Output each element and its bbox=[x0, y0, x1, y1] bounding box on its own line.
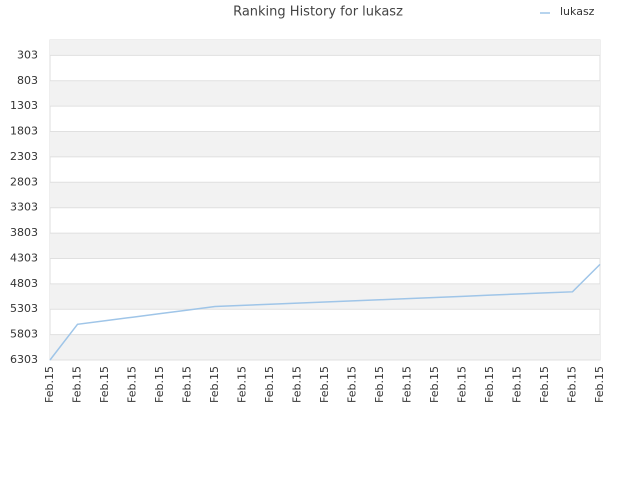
x-tick-label: Feb.15 bbox=[43, 366, 56, 403]
x-tick-label: Feb.15 bbox=[428, 366, 441, 403]
y-tick-label: 6303 bbox=[10, 353, 38, 366]
x-tick-label: Feb.15 bbox=[181, 366, 194, 403]
x-tick-label: Feb.15 bbox=[483, 366, 496, 403]
grid-band bbox=[50, 40, 600, 56]
x-tick-label: Feb.15 bbox=[593, 366, 606, 403]
y-tick-label: 4803 bbox=[10, 277, 38, 290]
y-tick-label: 803 bbox=[17, 74, 38, 87]
y-tick-label: 3303 bbox=[10, 201, 38, 214]
grid-band bbox=[50, 233, 600, 259]
x-tick-label: Feb.15 bbox=[456, 366, 469, 403]
grid-band bbox=[50, 131, 600, 157]
y-tick-label: 1803 bbox=[10, 125, 38, 138]
grid-band bbox=[50, 334, 600, 360]
y-tick-label: 3803 bbox=[10, 226, 38, 239]
legend-label: lukasz bbox=[560, 5, 595, 18]
y-tick-label: 1303 bbox=[10, 99, 38, 112]
x-tick-label: Feb.15 bbox=[236, 366, 249, 403]
x-tick-label: Feb.15 bbox=[263, 366, 276, 403]
series-line bbox=[49, 263, 601, 361]
x-tick-label: Feb.15 bbox=[126, 366, 139, 403]
x-tick-label: Feb.15 bbox=[566, 366, 579, 403]
y-tick-label: 5803 bbox=[10, 328, 38, 341]
x-tick-label: Feb.15 bbox=[511, 366, 524, 403]
x-tick-label: Feb.15 bbox=[346, 366, 359, 403]
grid-band bbox=[50, 182, 600, 208]
grid-band bbox=[50, 80, 600, 107]
y-tick-label: 5303 bbox=[10, 302, 38, 315]
x-tick-label: Feb.15 bbox=[373, 366, 386, 403]
chart-title: Ranking History for lukasz bbox=[233, 5, 403, 20]
grid-band bbox=[50, 283, 600, 310]
y-tick-label: 303 bbox=[17, 48, 38, 61]
y-tick-label: 2803 bbox=[10, 175, 38, 188]
x-tick-label: Feb.15 bbox=[401, 366, 414, 403]
x-tick-label: Feb.15 bbox=[208, 366, 221, 403]
y-tick-label: 2303 bbox=[10, 150, 38, 163]
x-tick-label: Feb.15 bbox=[71, 366, 84, 403]
x-tick-label: Feb.15 bbox=[318, 366, 331, 403]
x-tick-label: Feb.15 bbox=[153, 366, 166, 403]
x-tick-label: Feb.15 bbox=[98, 366, 111, 403]
x-tick-label: Feb.15 bbox=[538, 366, 551, 403]
y-tick-label: 4303 bbox=[10, 251, 38, 264]
x-tick-label: Feb.15 bbox=[291, 366, 304, 403]
